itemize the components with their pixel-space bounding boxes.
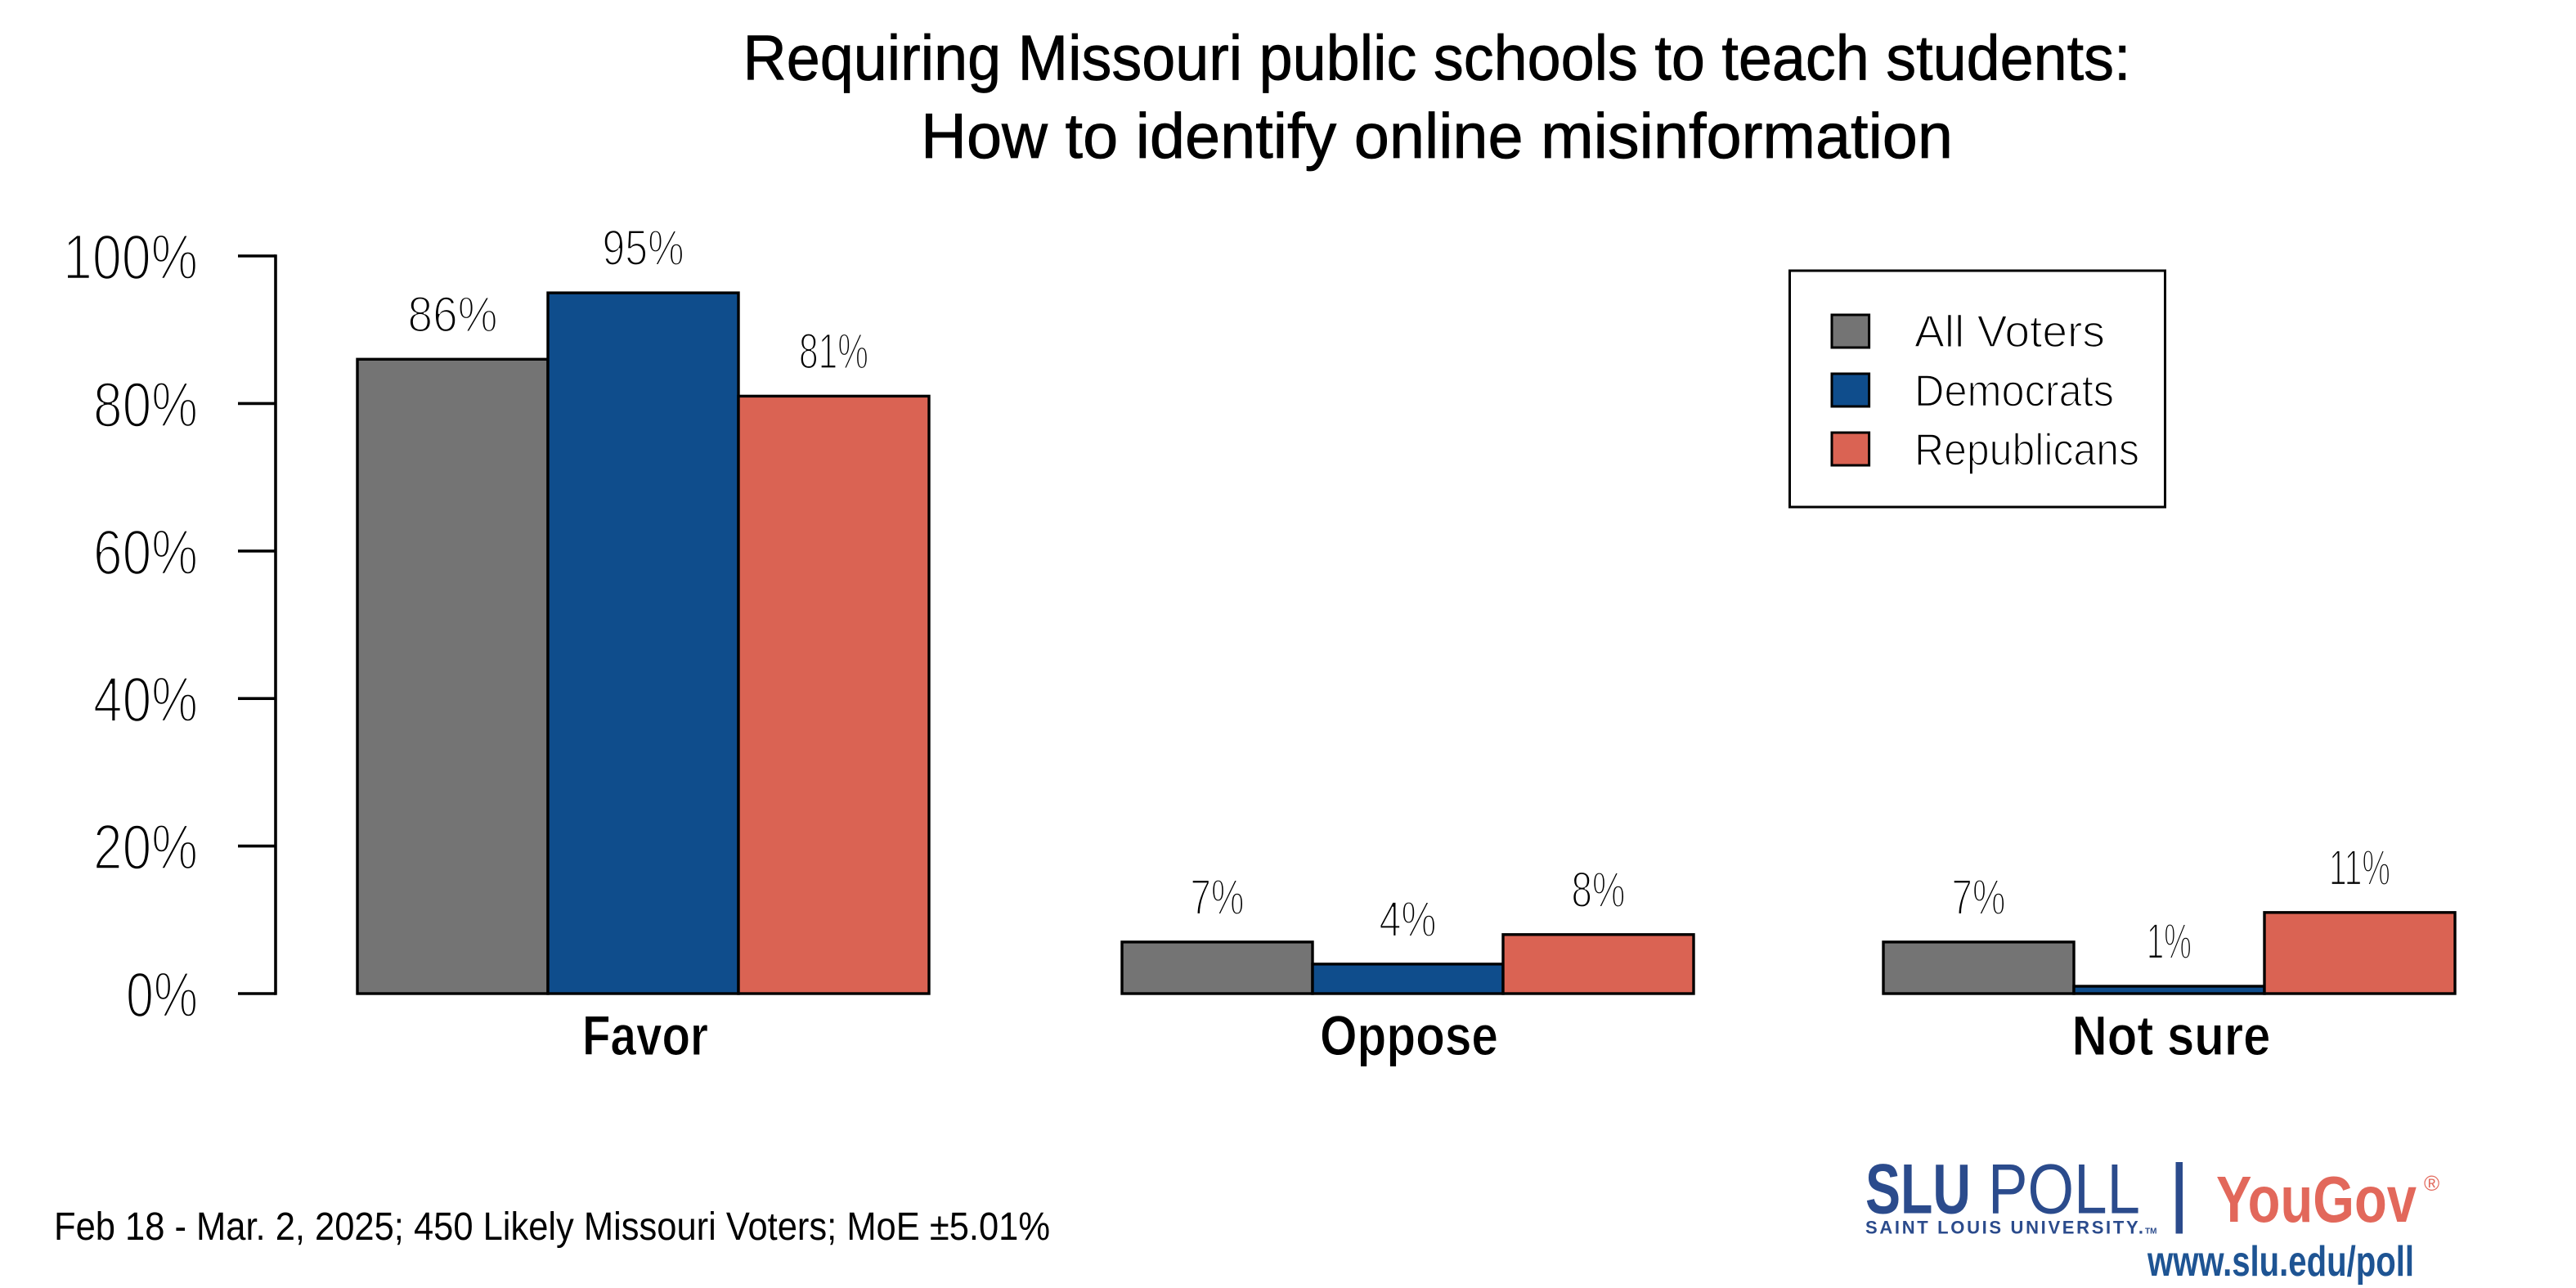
- svg-text:60%: 60%: [93, 516, 198, 588]
- svg-text:TM: TM: [2145, 1227, 2156, 1236]
- svg-text:7%: 7%: [1191, 869, 1245, 925]
- svg-text:YouGov: YouGov: [2216, 1163, 2417, 1236]
- svg-text:Requiring Missouri public scho: Requiring Missouri public schools to tea…: [743, 22, 2131, 94]
- svg-text:86%: 86%: [408, 286, 498, 342]
- svg-text:www.slu.edu/poll: www.slu.edu/poll: [2147, 1238, 2414, 1286]
- svg-text:81%: 81%: [799, 323, 868, 379]
- svg-text:95%: 95%: [603, 220, 684, 276]
- svg-text:Feb 18 - Mar. 2, 2025; 450 Lik: Feb 18 - Mar. 2, 2025; 450 Likely Missou…: [54, 1205, 1050, 1249]
- svg-text:11%: 11%: [2329, 840, 2390, 895]
- svg-text:Oppose: Oppose: [1320, 1004, 1498, 1067]
- svg-text:All Voters: All Voters: [1914, 306, 2105, 357]
- svg-text:0%: 0%: [126, 958, 198, 1030]
- svg-text:7%: 7%: [1952, 869, 2006, 925]
- svg-text:4%: 4%: [1380, 891, 1437, 947]
- svg-text:How to identify online misinfo: How to identify online misinformation: [921, 100, 1953, 172]
- svg-text:SLU: SLU: [1865, 1151, 1971, 1229]
- svg-text:1%: 1%: [2147, 913, 2192, 969]
- svg-text:8%: 8%: [1572, 862, 1626, 918]
- svg-text:Favor: Favor: [582, 1004, 708, 1067]
- svg-text:POLL: POLL: [1988, 1151, 2140, 1229]
- svg-text:40%: 40%: [93, 663, 198, 735]
- svg-text:Not sure: Not sure: [2072, 1004, 2271, 1067]
- svg-text:SAINT LOUIS UNIVERSITY.: SAINT LOUIS UNIVERSITY.: [1865, 1218, 2143, 1238]
- svg-text:20%: 20%: [93, 811, 198, 883]
- svg-text:80%: 80%: [93, 368, 198, 440]
- svg-text:Republicans: Republicans: [1914, 424, 2139, 475]
- svg-text:100%: 100%: [63, 221, 198, 293]
- svg-text:Democrats: Democrats: [1914, 366, 2114, 416]
- svg-text:®: ®: [2424, 1171, 2439, 1196]
